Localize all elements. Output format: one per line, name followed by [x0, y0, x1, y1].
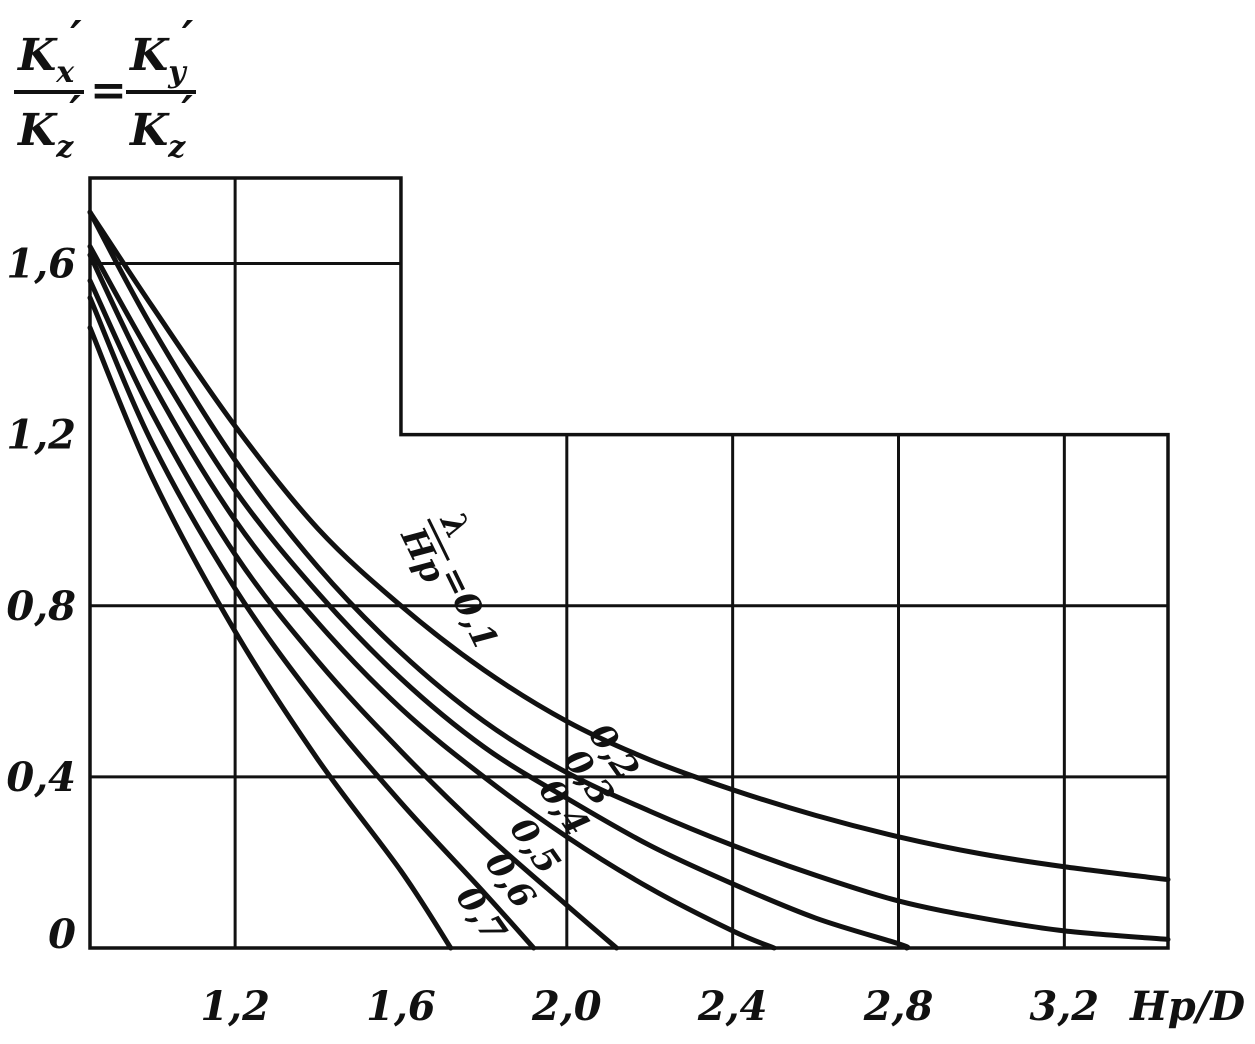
svg-text:Ky′: Ky′	[128, 12, 194, 90]
series-line-0-2	[87, 209, 1171, 942]
series-line-0-7	[87, 325, 454, 951]
series-line-0-1	[87, 209, 1171, 883]
y-tick-label: 0,4	[6, 754, 76, 801]
x-tick-label: 2,8	[863, 983, 934, 1030]
curves	[87, 209, 1171, 951]
svg-text:=: =	[90, 65, 127, 116]
y-tick-label: 0	[48, 911, 76, 958]
y-tick-label: 1,2	[6, 412, 76, 459]
y-tick-label: 1,6	[6, 241, 76, 288]
grid	[88, 176, 1170, 950]
svg-text:Kz′: Kz′	[16, 87, 81, 165]
plot-frame	[88, 176, 1170, 950]
x-axis-label: Hp/D	[1129, 983, 1245, 1030]
x-tick-label: 2,0	[531, 983, 602, 1030]
x-tick-labels: 1,2 1,6 2,0 2,4 2,8 3,2	[200, 983, 1099, 1030]
series-line-0-5	[87, 278, 620, 951]
series-line-0-4	[87, 252, 777, 951]
series-line-0-3	[87, 243, 911, 951]
svg-text:Kx′: Kx′	[16, 12, 82, 90]
x-tick-label: 3,2	[1030, 983, 1100, 1030]
curve-labels: 0,20,30,40,50,60,7	[447, 716, 646, 950]
y-axis-label: Kx′ Kz′ = Ky′ Kz′	[14, 12, 196, 165]
svg-text:Kz′: Kz′	[128, 87, 193, 165]
x-tick-label: 1,2	[200, 983, 270, 1030]
x-tick-label: 1,6	[366, 983, 436, 1030]
y-tick-labels: 0 0,4 0,8 1,2 1,6	[6, 241, 76, 958]
curve-parameter-label: λ Hp =0,1	[392, 505, 506, 657]
y-tick-label: 0,8	[6, 583, 76, 630]
series-line-0-6	[87, 295, 537, 951]
x-tick-label: 2,4	[697, 983, 768, 1030]
